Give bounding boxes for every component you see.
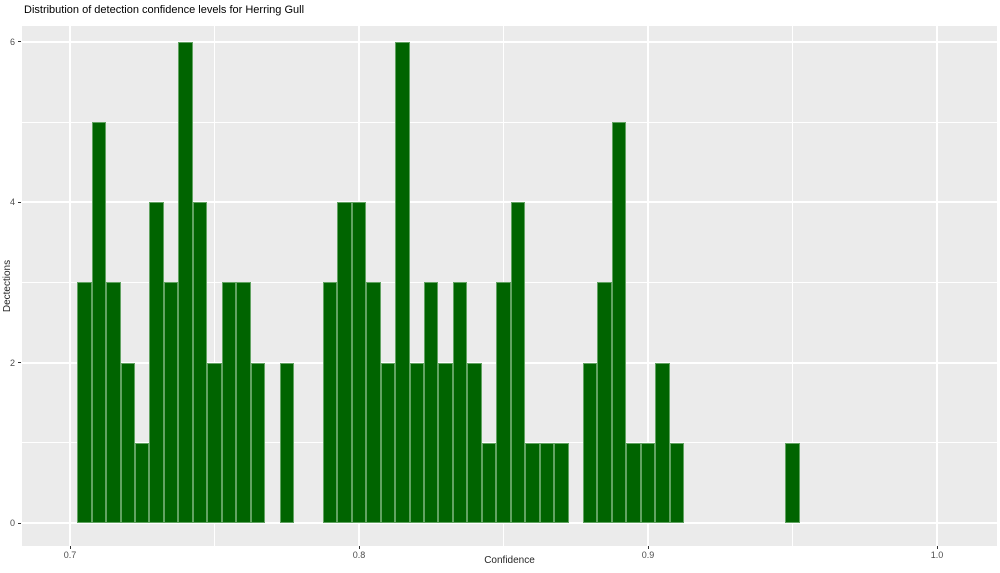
- histogram-bar: [380, 362, 396, 523]
- gridline-major-horizontal: [22, 40, 997, 43]
- x-tick-label: 0.9: [641, 550, 655, 560]
- histogram-bar: [582, 362, 598, 523]
- histogram-bar: [640, 442, 656, 523]
- histogram-bar: [106, 282, 121, 523]
- histogram-bar: [351, 202, 367, 523]
- y-tick-mark: [18, 522, 21, 524]
- gridline-major-horizontal: [22, 201, 997, 204]
- y-axis-title: Dectections: [2, 259, 13, 313]
- histogram-bar: [163, 282, 179, 523]
- y-tick-mark: [18, 362, 21, 364]
- y-tick-label: 4: [9, 197, 15, 208]
- x-tick-mark: [69, 546, 71, 549]
- x-tick-label: 0.8: [352, 550, 366, 560]
- histogram-bar: [322, 282, 338, 523]
- histogram-bar: [409, 362, 424, 523]
- histogram-bar: [178, 41, 193, 523]
- y-tick-label: 6: [9, 36, 15, 47]
- histogram-bar: [655, 362, 670, 523]
- histogram-bar: [366, 282, 381, 523]
- histogram-bar: [510, 202, 526, 523]
- gridline-minor-vertical: [214, 26, 215, 546]
- x-tick-mark: [936, 546, 938, 549]
- histogram-bar: [424, 282, 439, 523]
- histogram-bar: [496, 282, 511, 523]
- histogram-bar: [481, 442, 497, 523]
- histogram-bar: [626, 442, 641, 523]
- histogram-bar: [438, 362, 453, 523]
- gridline-minor-vertical: [792, 26, 793, 546]
- gridline-major-vertical: [936, 26, 938, 546]
- chart-title: Distribution of detection confidence lev…: [24, 4, 305, 16]
- y-tick-label: 0: [9, 518, 15, 528]
- gridline-minor-horizontal: [22, 121, 997, 123]
- histogram-bar: [452, 282, 468, 523]
- y-tick-mark: [18, 41, 21, 43]
- x-tick-mark: [647, 546, 649, 549]
- x-tick-label: 1.0: [930, 550, 944, 560]
- histogram-bar: [597, 282, 612, 523]
- x-tick-mark: [358, 546, 360, 549]
- histogram-bar: [149, 202, 164, 523]
- histogram-bar: [539, 442, 555, 523]
- histogram-bar: [120, 362, 135, 523]
- histogram-bar: [135, 442, 150, 523]
- x-tick-label: 0.7: [63, 550, 77, 560]
- histogram-bar: [279, 362, 294, 523]
- x-axis-title: Confidence: [484, 555, 535, 566]
- gridline-major-vertical: [647, 26, 649, 546]
- histogram-bar: [395, 41, 410, 523]
- plot-panel: [22, 26, 997, 546]
- histogram-bar: [467, 362, 482, 523]
- gridline-major-horizontal: [22, 522, 997, 524]
- histogram-bar: [250, 362, 266, 523]
- histogram-bar: [554, 442, 569, 523]
- histogram-bar: [337, 202, 352, 523]
- histogram-bar: [91, 122, 107, 523]
- histogram-bar: [236, 282, 251, 523]
- gridline-major-vertical: [69, 26, 71, 546]
- y-tick-label: 2: [9, 357, 15, 368]
- histogram-bar: [525, 442, 540, 523]
- histogram-bar: [207, 362, 222, 523]
- histogram-bar: [611, 122, 627, 523]
- histogram-bar: [77, 282, 92, 523]
- histogram-bar: [221, 282, 237, 523]
- histogram-bar: [192, 202, 208, 523]
- histogram-bar: [669, 442, 685, 523]
- histogram-bar: [785, 442, 800, 523]
- y-tick-mark: [18, 201, 21, 203]
